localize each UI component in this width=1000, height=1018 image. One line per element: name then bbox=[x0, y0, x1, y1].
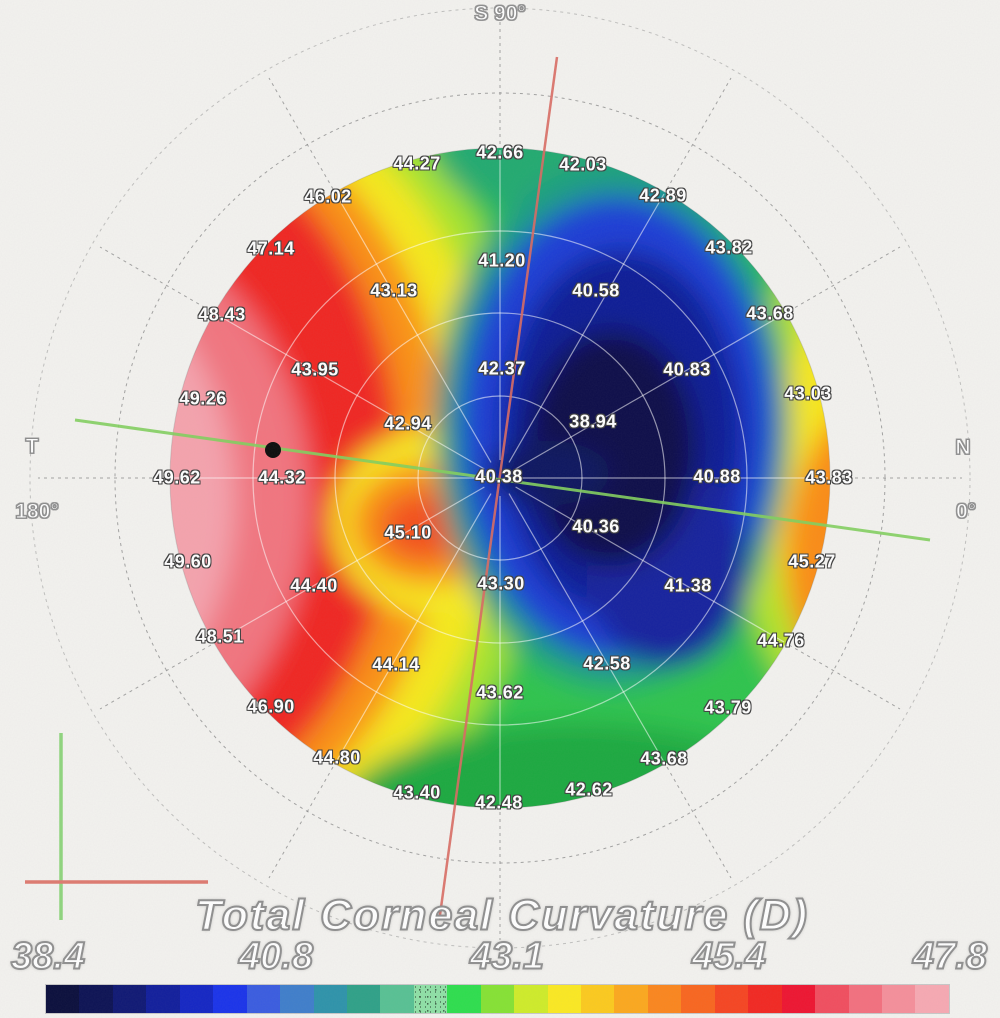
curvature-value-label: 43.68 bbox=[640, 748, 688, 769]
curvature-value-label: 42.89 bbox=[639, 185, 687, 206]
axis-label-180: 180° bbox=[15, 500, 59, 524]
scale-tick-label: 47.8 bbox=[912, 935, 988, 979]
colorbar-segment bbox=[146, 985, 180, 1013]
curvature-value-label: 43.79 bbox=[704, 697, 752, 718]
curvature-value-label: 41.20 bbox=[478, 250, 526, 271]
curvature-value-label: 43.95 bbox=[291, 359, 339, 380]
curvature-value-label: 49.26 bbox=[179, 388, 227, 409]
colorbar-segment bbox=[46, 985, 80, 1013]
curvature-value-label: 48.51 bbox=[196, 626, 244, 647]
colorbar-segment bbox=[714, 985, 749, 1013]
colorbar-segment bbox=[781, 985, 816, 1013]
colorbar-segment bbox=[280, 985, 314, 1013]
axis-label-0: 0° bbox=[955, 500, 977, 524]
curvature-value-label: 49.62 bbox=[153, 467, 201, 488]
colorbar-segment bbox=[915, 985, 949, 1013]
curvature-value-label: 46.90 bbox=[247, 696, 295, 717]
colorbar-segment bbox=[514, 985, 548, 1013]
curvature-value-label: 44.14 bbox=[372, 654, 420, 675]
curvature-value-label: 42.66 bbox=[476, 142, 524, 163]
colorbar-segment bbox=[581, 985, 615, 1013]
curvature-value-label: 44.76 bbox=[757, 630, 805, 651]
curvature-value-label: 42.48 bbox=[475, 792, 523, 813]
curvature-value-label: 44.40 bbox=[290, 575, 338, 596]
curvature-value-label: 48.43 bbox=[198, 304, 246, 325]
curvature-value-label: 42.37 bbox=[478, 358, 526, 379]
scale-tick-label: 40.8 bbox=[238, 935, 314, 979]
curvature-value-label: 43.83 bbox=[805, 467, 853, 488]
colorbar-segment bbox=[79, 985, 113, 1013]
colorbar-segment bbox=[346, 985, 381, 1013]
curvature-value-label: 40.83 bbox=[663, 359, 711, 380]
colorbar-segment bbox=[547, 985, 581, 1013]
curvature-value-label: 45.10 bbox=[384, 522, 432, 543]
axis-label-nasal: N bbox=[955, 436, 971, 460]
curvature-value-label: 43.03 bbox=[784, 383, 832, 404]
curvature-value-label: 46.02 bbox=[304, 186, 352, 207]
colorbar-segment bbox=[213, 985, 247, 1013]
colorbar-segment bbox=[179, 985, 214, 1013]
colorbar-segment bbox=[447, 985, 481, 1013]
curvature-value-label: 47.14 bbox=[247, 238, 295, 259]
curvature-value-label: 44.80 bbox=[313, 747, 361, 768]
colorbar-segment bbox=[112, 985, 147, 1013]
colorbar-segment bbox=[246, 985, 281, 1013]
curvature-value-label: 40.36 bbox=[572, 516, 620, 537]
axis-label-superior: S 90° bbox=[474, 2, 527, 26]
curvature-value-label: 43.30 bbox=[477, 573, 525, 594]
curvature-value-label: 43.82 bbox=[705, 237, 753, 258]
curvature-value-label: 42.58 bbox=[583, 653, 631, 674]
colorbar-segment bbox=[647, 985, 682, 1013]
curvature-value-label: 44.27 bbox=[393, 153, 441, 174]
colorbar-segment bbox=[313, 985, 347, 1013]
curvature-value-label: 43.68 bbox=[746, 303, 794, 324]
chart-title: Total Corneal Curvature (D) bbox=[194, 891, 809, 941]
curvature-value-label: 49.60 bbox=[164, 551, 212, 572]
scale-tick-label: 43.1 bbox=[469, 935, 545, 979]
scale-tick-label: 45.4 bbox=[691, 935, 767, 979]
colorbar-segment bbox=[380, 985, 414, 1013]
curvature-value-label: 44.32 bbox=[258, 467, 306, 488]
axis-label-temporal: T bbox=[25, 435, 39, 459]
curvature-value-label: 40.88 bbox=[693, 466, 741, 487]
colorbar bbox=[45, 984, 950, 1014]
colorbar-segment bbox=[848, 985, 882, 1013]
curvature-value-label: 40.58 bbox=[572, 280, 620, 301]
curvature-value-label: 43.40 bbox=[393, 782, 441, 803]
curvature-value-label: 45.27 bbox=[788, 551, 836, 572]
curvature-value-label: 42.62 bbox=[565, 779, 613, 800]
colorbar-segment bbox=[413, 985, 448, 1013]
curvature-value-label: 41.38 bbox=[664, 575, 712, 596]
colorbar-segment bbox=[681, 985, 715, 1013]
curvature-value-label: 42.03 bbox=[559, 154, 607, 175]
scale-tick-label: 38.4 bbox=[10, 935, 86, 979]
curvature-value-label: 38.94 bbox=[569, 411, 617, 432]
colorbar-segment bbox=[614, 985, 648, 1013]
colorbar-segment bbox=[881, 985, 916, 1013]
colorbar-segment bbox=[815, 985, 849, 1013]
curvature-value-label: 40.38 bbox=[475, 466, 523, 487]
colorbar-segment bbox=[480, 985, 515, 1013]
curvature-value-label: 43.62 bbox=[476, 682, 524, 703]
curvature-value-label: 42.94 bbox=[384, 413, 432, 434]
colorbar-segment bbox=[748, 985, 782, 1013]
curvature-value-label: 43.13 bbox=[370, 280, 418, 301]
